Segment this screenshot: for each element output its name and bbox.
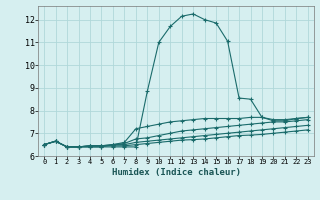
X-axis label: Humidex (Indice chaleur): Humidex (Indice chaleur) — [111, 168, 241, 177]
